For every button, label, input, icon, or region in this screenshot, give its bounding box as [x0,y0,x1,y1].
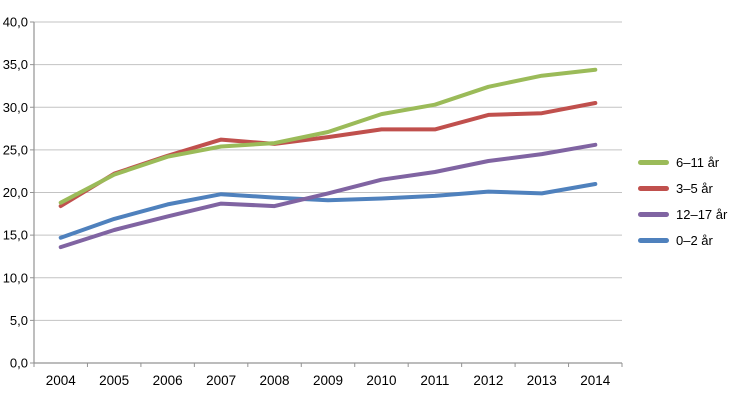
y-tick-label: 0,0 [10,356,28,371]
x-tick-label: 2012 [473,373,503,388]
x-tick-label: 2005 [99,373,129,388]
series-line-6-11-r [58,67,598,205]
x-tick-label: 2011 [420,373,449,388]
legend-label-3-5: 3–5 år [676,180,713,196]
series-line-12-17-r [58,142,598,250]
legend-swatch-0-2 [638,237,669,243]
gridlines [34,21,622,321]
x-tick-label: 2009 [313,373,343,388]
x-tick-label: 2010 [366,373,396,388]
y-tick-label: 30,0 [3,100,28,115]
legend-label-6-11: 6–11 år [676,154,720,170]
y-tick-label: 5,0 [10,313,28,328]
y-tick-label: 20,0 [3,185,28,200]
legend-item-6-11: 6–11 år [638,149,727,175]
y-axis [30,21,35,364]
legend: 6–11 år 3–5 år 12–17 år 0–2 år [638,149,727,253]
legend-item-3-5: 3–5 år [638,175,727,201]
legend-label-12-17: 12–17 år [676,206,728,222]
y-tick-label: 10,0 [3,270,28,285]
legend-swatch-12-17 [638,211,669,217]
y-tick-label: 40,0 [3,15,28,30]
x-tick-labels: 2004 2005 2006 2007 2008 2009 2010 2011 2012 2013… [46,373,611,388]
legend-item-12-17: 12–17 år [638,201,727,227]
x-tick-label: 2014 [580,373,611,388]
series-line-0-2-r [58,182,598,240]
x-tick-label: 2006 [153,373,183,388]
y-tick-label: 25,0 [3,142,28,157]
legend-label-0-2: 0–2 år [676,232,713,248]
series-lines [58,67,598,250]
x-tick-label: 2013 [527,373,557,388]
legend-swatch-3-5 [638,185,669,191]
y-tick-label: 15,0 [3,228,28,243]
y-tick-labels: 0,0 5,0 10,0 15,0 20,0 25,0 30,0 35,0 40,0 [3,15,28,371]
legend-swatch-6-11 [638,159,669,165]
x-tick-label: 2004 [46,373,77,388]
legend-item-0-2: 0–2 år [638,227,727,253]
y-tick-label: 35,0 [3,57,28,72]
x-axis [33,362,623,367]
x-tick-label: 2007 [206,373,236,388]
x-tick-label: 2008 [260,373,290,388]
